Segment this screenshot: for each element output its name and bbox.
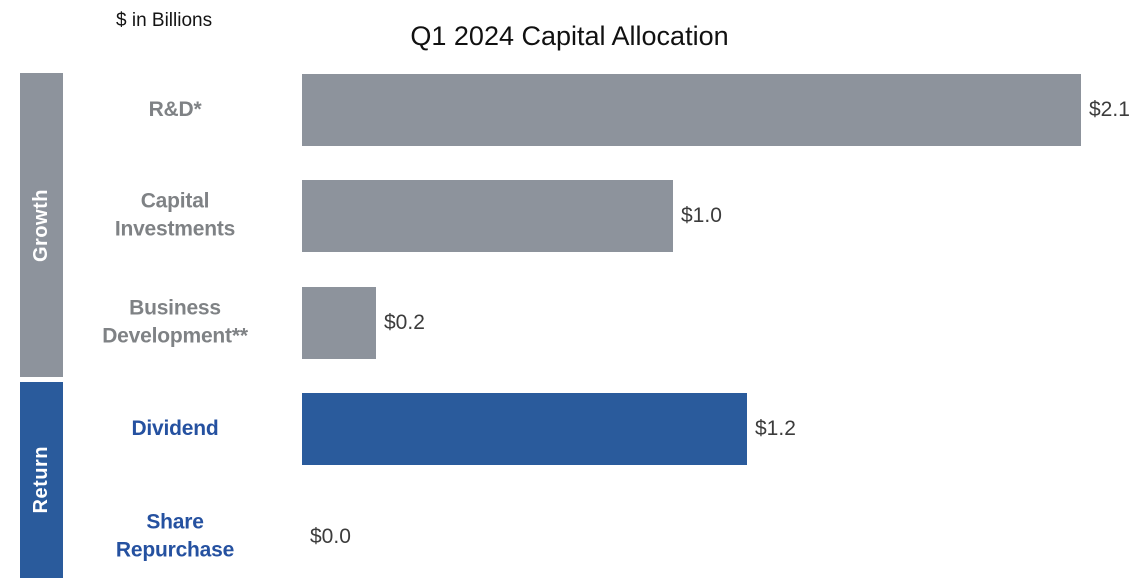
units-label: $ in Billions — [116, 10, 213, 31]
bar-area-rd: $2.1 — [302, 74, 1130, 146]
chart-row-rd: R&D* $2.1 — [0, 74, 1139, 146]
group-band-return: Return — [20, 382, 63, 578]
group-band-growth: Growth — [20, 73, 63, 377]
chart-row-share-repurchase: Share Repurchase $0.0 — [0, 501, 1139, 573]
category-label-business-development: Business Development** — [102, 296, 248, 348]
bar-area-capital-investments: $1.0 — [302, 180, 722, 252]
chart-row-capital-investments: Capital Investments $1.0 — [0, 180, 1139, 252]
bar-dividend — [302, 393, 747, 465]
value-label-dividend: $1.2 — [755, 417, 796, 440]
value-label-business-development: $0.2 — [384, 311, 425, 334]
category-label-share-repurchase: Share Repurchase — [115, 510, 235, 562]
bar-area-business-development: $0.2 — [302, 287, 425, 359]
category-label-rd: R&D* — [148, 97, 202, 121]
value-label-rd: $2.1 — [1089, 98, 1130, 121]
value-label-share-repurchase: $0.0 — [310, 525, 351, 548]
bar-rd — [302, 74, 1081, 146]
value-label-capital-investments: $1.0 — [681, 204, 722, 227]
category-label-dividend: Dividend — [131, 416, 219, 440]
bar-capital-investments — [302, 180, 673, 252]
bar-business-development — [302, 287, 376, 359]
category-label-capital-investments: Capital Investments — [114, 189, 236, 241]
bar-area-dividend: $1.2 — [302, 393, 796, 465]
chart-row-business-development: Business Development** $0.2 — [0, 287, 1139, 359]
chart-row-dividend: Dividend $1.2 — [0, 393, 1139, 465]
bar-area-share-repurchase: $0.0 — [302, 501, 351, 573]
chart-title: Q1 2024 Capital Allocation — [410, 21, 729, 51]
